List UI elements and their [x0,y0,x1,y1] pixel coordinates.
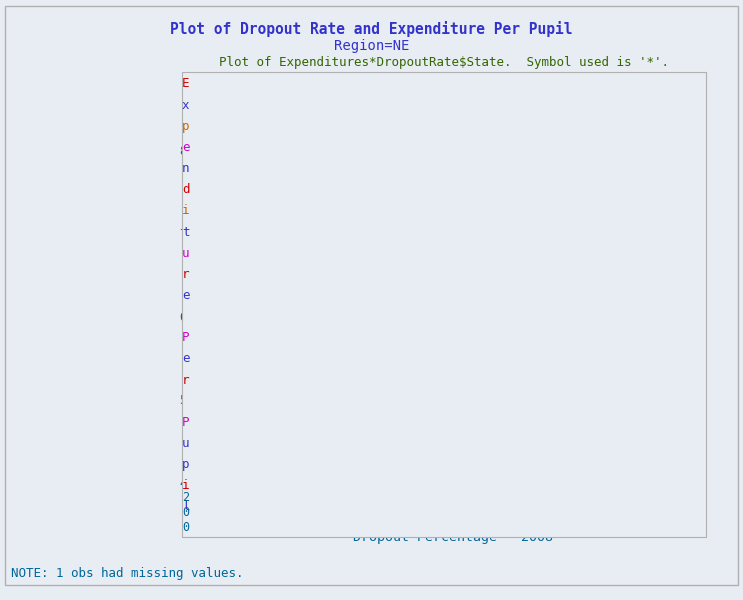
Text: e: e [182,289,189,302]
Text: 2
0
0: 2 0 0 [182,491,189,534]
Text: i: i [182,205,189,217]
Text: * Maine: * Maine [476,401,528,414]
Text: +: + [318,500,325,514]
Text: * Maryland: * Maryland [574,318,649,331]
Text: n: n [182,162,189,175]
Text: +: + [537,500,545,514]
Text: r: r [182,268,189,281]
Text: NOTE: 1 obs had missing values.: NOTE: 1 obs had missing values. [11,567,244,580]
Text: u: u [182,247,189,260]
Text: e: e [182,141,189,154]
Text: P: P [182,416,189,429]
Text: E: E [182,77,189,91]
Text: +: + [208,227,215,240]
Text: l: l [182,500,189,514]
Text: r: r [182,374,189,386]
Text: i: i [182,479,189,493]
Text: Region=NE: Region=NE [334,39,409,53]
Text: u: u [182,437,189,450]
Text: * Connecticut: * Connecticut [311,235,408,248]
Text: Plot of Expenditures*DropoutRate$State.  Symbol used is '*'.: Plot of Expenditures*DropoutRate$State. … [219,56,669,69]
Text: p: p [182,120,189,133]
Text: * Delaware: * Delaware [552,339,627,352]
Text: x: x [182,98,189,112]
Text: +: + [427,500,435,514]
Text: +: + [647,500,655,514]
Text: t: t [182,226,189,239]
Text: d: d [182,183,189,196]
Text: Plot of Dropout Rate and Expenditure Per Pupil: Plot of Dropout Rate and Expenditure Per… [170,21,573,37]
Text: p: p [182,458,189,471]
Text: * New Hampshire: * New Hampshire [530,389,643,401]
Text: +: + [208,144,215,157]
Text: +: + [208,476,215,488]
Text: +: + [208,310,215,323]
Text: +: + [208,392,215,406]
Text: P: P [182,331,189,344]
Text: * New Jersey: * New Jersey [442,127,532,140]
Text: e: e [182,352,189,365]
Text: * Massachusetts: * Massachusetts [530,305,643,319]
X-axis label: Dropout Percentage - 2008: Dropout Percentage - 2008 [353,531,554,544]
